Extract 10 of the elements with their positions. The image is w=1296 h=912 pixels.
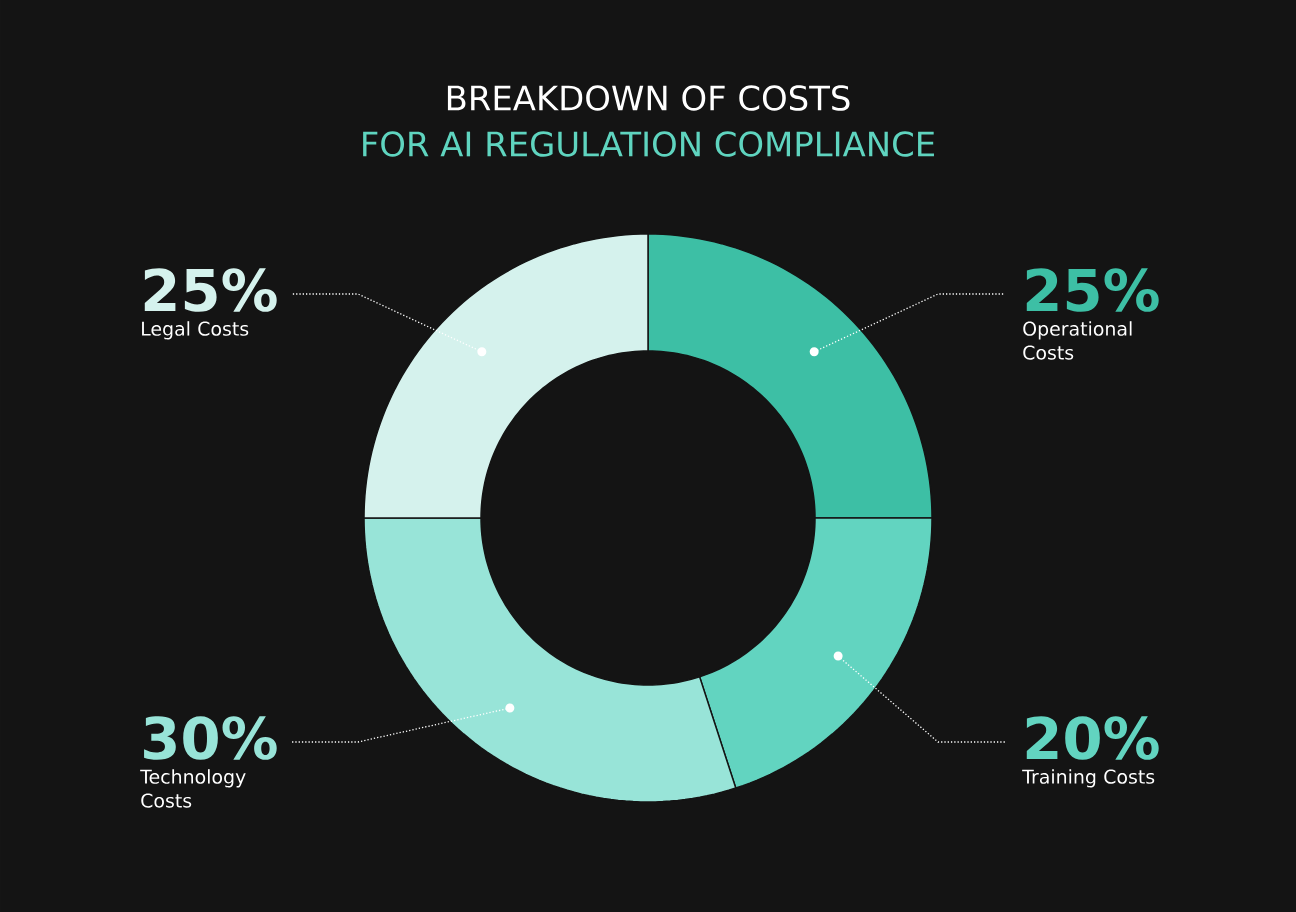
chart-subtitle: FOR AI REGULATION COMPLIANCE [363,131,934,157]
data-label: 25% [144,268,277,312]
data-label: 25% [1026,268,1159,312]
slice-label: Technology Costs [140,769,246,808]
chart-title: BREAKDOWN OF COSTS [447,85,850,111]
slice-label: Legal Costs [142,321,249,340]
data-label: 20% [1026,716,1159,760]
slice-label: Operational Costs [1023,321,1132,360]
slice-label: Training Costs [1022,769,1155,788]
data-label: 30% [144,716,277,760]
